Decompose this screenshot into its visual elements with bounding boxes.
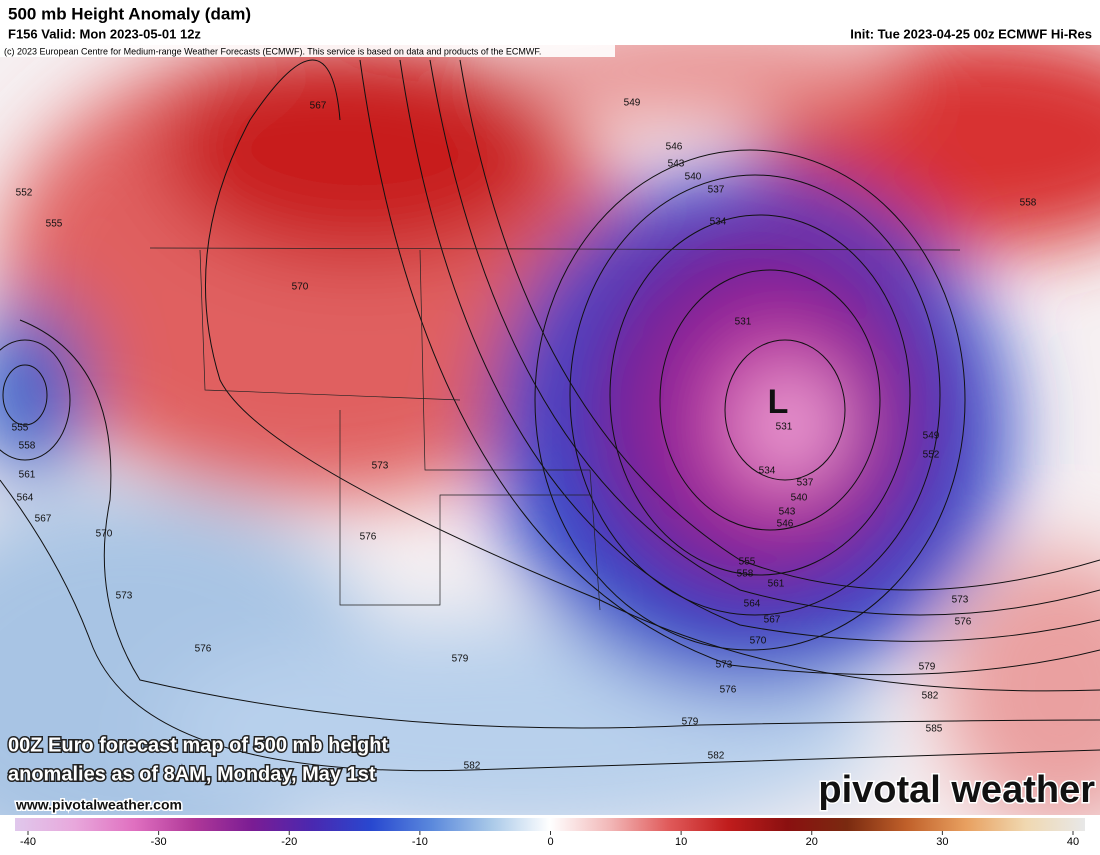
contour-label: 579 [919, 662, 936, 673]
borders [149, 247, 961, 611]
valid-time: F156 Valid: Mon 2023-05-01 12z [8, 26, 201, 41]
contour-label: 579 [682, 717, 699, 728]
contour-label: 558 [737, 569, 754, 580]
contour-label: 576 [955, 617, 972, 628]
contour-label: 540 [685, 172, 702, 183]
colorbar-tick-label: 40 [1067, 836, 1079, 848]
caption-line: 00Z Euro forecast map of 500 mb height [8, 734, 388, 756]
init-time: Init: Tue 2023-04-25 00z ECMWF Hi-Res [850, 26, 1092, 41]
contour-label: 537 [708, 185, 725, 196]
contour-label: 570 [292, 282, 309, 293]
caption-line: anomalies as of 8AM, Monday, May 1st [8, 763, 376, 785]
contour-label: 573 [372, 461, 389, 472]
colorbar-tick-label: 10 [675, 836, 687, 848]
contour-label: 567 [310, 101, 327, 112]
contour-label: 573 [952, 595, 969, 606]
colorbar [15, 818, 1085, 831]
copyright: (c) 2023 European Centre for Medium-rang… [4, 46, 541, 56]
caption: 00Z Euro forecast map of 500 mb height a… [7, 733, 390, 787]
contour-label: 546 [666, 142, 683, 153]
contour-label: 582 [708, 751, 725, 762]
contour-label: 576 [360, 532, 377, 543]
contour-label: 585 [926, 724, 943, 735]
height-contours [0, 59, 1100, 772]
map-labels: 567 5495465435405375345525555705315315555… [12, 98, 1037, 772]
contour-label: 531 [735, 317, 752, 328]
colorbar-tick-label: -30 [151, 836, 167, 848]
contour-label: 552 [923, 450, 940, 461]
title: 500 mb Height Anomaly (dam) [8, 4, 251, 23]
logo: pivotal weather [818, 769, 1095, 811]
contour-label: 582 [922, 691, 939, 702]
map [0, 45, 1100, 815]
contour-label: 573 [716, 660, 733, 671]
colorbar-tick-label: -20 [281, 836, 297, 848]
contour-label: 570 [96, 529, 113, 540]
contour-label: 573 [116, 591, 133, 602]
contour-label: 537 [797, 478, 814, 489]
contour-label: 579 [452, 654, 469, 665]
contour-label: 567 [764, 615, 781, 626]
contour-label: 555 [46, 219, 63, 230]
contour-label: 546 [777, 519, 794, 530]
contour-label: 534 [759, 466, 776, 477]
contour-label: 543 [668, 159, 685, 170]
anomaly-field [0, 45, 1100, 815]
contour-label: 531 [776, 422, 793, 433]
contour-label: 549 [923, 431, 940, 442]
contour-label: 561 [19, 470, 36, 481]
contour-label: 576 [720, 685, 737, 696]
colorbar-tick-label: 30 [936, 836, 948, 848]
low-marker: L [768, 383, 789, 421]
contour-label: 582 [464, 761, 481, 772]
contour-label: 552 [16, 188, 33, 199]
contour-label: 543 [779, 507, 796, 518]
contour-label: 540 [791, 493, 808, 504]
contour-label: 555 [739, 557, 756, 568]
website: www.pivotalweather.com [15, 797, 182, 813]
contour-label: 564 [744, 599, 761, 610]
contour-label: 561 [768, 579, 785, 590]
contour-label: 567 [35, 514, 52, 525]
colorbar-ticks: -40 -30 -20 -10 0 10 20 30 40 [20, 831, 1079, 848]
colorbar-tick-label: -10 [412, 836, 428, 848]
contour-label: 555 [12, 423, 29, 434]
contour-label: 534 [710, 217, 727, 228]
contour-label: 570 [750, 636, 767, 647]
contour-label: 549 [624, 98, 641, 109]
contour-label: 564 [17, 493, 34, 504]
contour-label: 558 [19, 441, 36, 452]
contour-label: 576 [195, 644, 212, 655]
colorbar-tick-label: 0 [547, 836, 553, 848]
colorbar-tick-label: 20 [806, 836, 818, 848]
contour-label: 558 [1020, 198, 1037, 209]
colorbar-tick-label: -40 [20, 836, 36, 848]
